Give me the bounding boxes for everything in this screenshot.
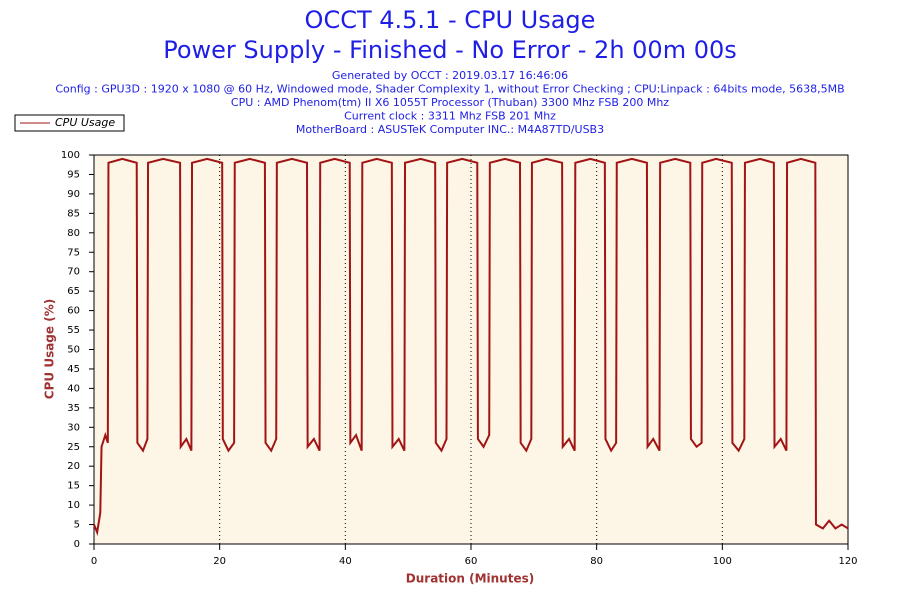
y-tick-label: 30	[67, 422, 80, 433]
chart-subtitle: Power Supply - Finished - No Error - 2h …	[163, 36, 737, 64]
info-line: Generated by OCCT : 2019.03.17 16:46:06	[332, 69, 568, 82]
y-tick-label: 40	[67, 383, 80, 394]
legend	[14, 114, 125, 132]
y-tick-label: 45	[67, 364, 80, 375]
y-tick-label: 5	[74, 520, 80, 531]
x-tick-label: 0	[91, 556, 97, 567]
y-tick-label: 75	[67, 247, 80, 258]
y-tick-label: 20	[67, 461, 80, 472]
y-tick-label: 55	[67, 325, 80, 336]
y-axis-label: CPU Usage (%)	[43, 299, 57, 399]
legend-label: CPU Usage	[55, 116, 115, 129]
y-tick-label: 65	[67, 286, 80, 297]
y-tick-label: 0	[74, 539, 80, 550]
y-tick-label: 60	[67, 306, 80, 317]
x-tick-label: 20	[213, 556, 226, 567]
y-tick-label: 90	[67, 189, 80, 200]
x-tick-label: 60	[465, 556, 478, 567]
plot-area	[93, 154, 849, 545]
chart-title: OCCT 4.5.1 - CPU Usage	[305, 6, 596, 34]
y-tick-label: 80	[67, 228, 80, 239]
info-line: Config : GPU3D : 1920 x 1080 @ 60 Hz, Wi…	[55, 83, 844, 96]
info-line: Current clock : 3311 Mhz FSB 201 Mhz	[344, 110, 556, 123]
info-line: CPU : AMD Phenom(tm) II X6 1055T Process…	[231, 96, 669, 109]
y-tick-label: 100	[61, 150, 80, 161]
y-tick-label: 10	[67, 500, 80, 511]
x-axis-label: Duration (Minutes)	[406, 572, 534, 586]
y-tick-label: 70	[67, 267, 80, 278]
y-tick-label: 85	[67, 208, 80, 219]
y-tick-label: 95	[67, 169, 80, 180]
y-tick-label: 35	[67, 403, 80, 414]
x-tick-label: 100	[713, 556, 732, 567]
x-tick-label: 40	[339, 556, 352, 567]
x-tick-label: 80	[590, 556, 603, 567]
info-line: MotherBoard : ASUSTeK Computer INC.: M4A…	[296, 123, 604, 136]
y-tick-label: 50	[67, 345, 80, 356]
x-tick-label: 120	[838, 556, 857, 567]
y-tick-label: 25	[67, 442, 80, 453]
data-line	[93, 157, 849, 537]
y-tick-label: 15	[67, 481, 80, 492]
